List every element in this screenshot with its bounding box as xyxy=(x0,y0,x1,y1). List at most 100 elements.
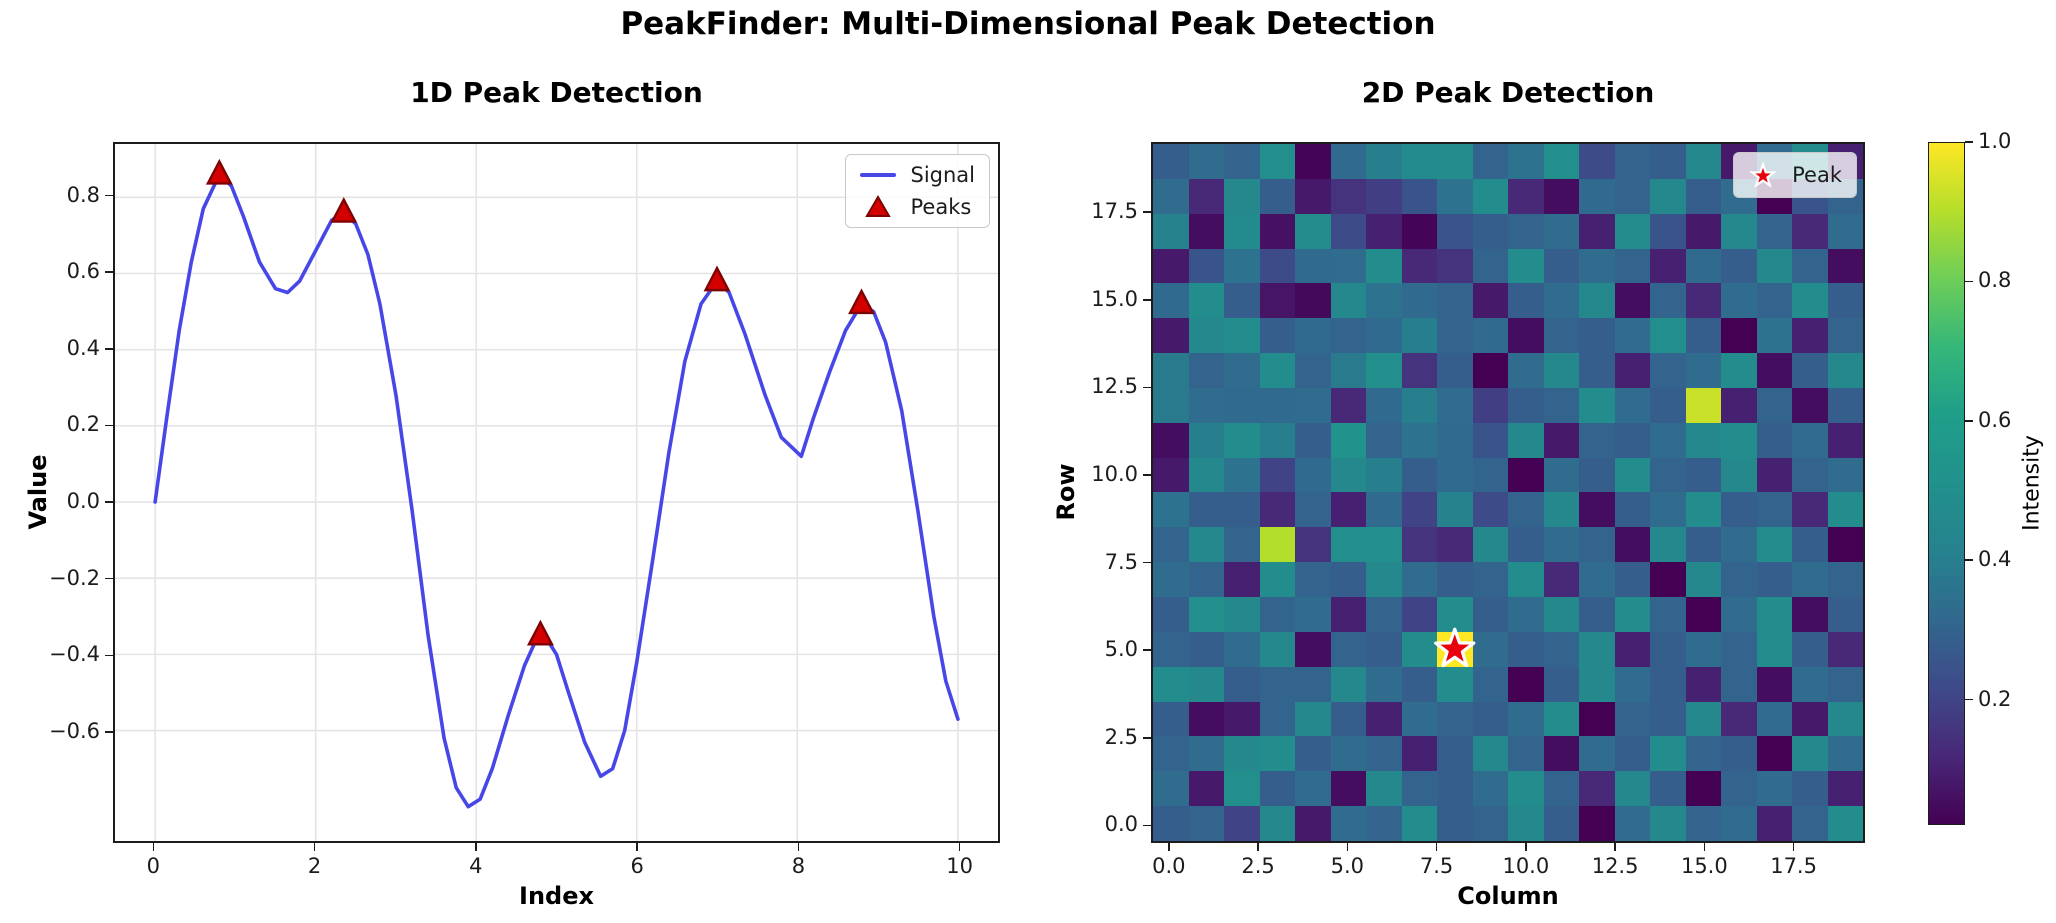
heatmap-cell xyxy=(1508,806,1544,841)
heatmap-cell xyxy=(1401,806,1437,841)
legend-label-signal: Signal xyxy=(910,163,975,187)
heatmap-cell xyxy=(1472,318,1508,354)
heatmap-cell xyxy=(1543,492,1579,528)
heatmap-cell xyxy=(1295,562,1331,598)
heatmap-cell xyxy=(1721,597,1757,632)
heatmap-cell xyxy=(1792,736,1828,772)
y-tick-label: 7.5 xyxy=(1104,549,1138,574)
heatmap-cell xyxy=(1153,457,1189,493)
heatmap-cell xyxy=(1756,701,1792,737)
heatmap-cell xyxy=(1259,457,1295,493)
y-tick-mark xyxy=(1143,298,1151,301)
heatmap-cell xyxy=(1614,213,1650,249)
heatmap-cell xyxy=(1437,666,1473,702)
heatmap-cell xyxy=(1437,597,1473,632)
y-tick-label: 15.0 xyxy=(1091,286,1138,311)
heatmap-cell xyxy=(1685,701,1721,737)
heatmap-cell xyxy=(1295,144,1331,179)
heatmap-cell xyxy=(1508,597,1544,632)
colorbar-tick-label: 1.0 xyxy=(1978,129,2012,153)
heatmap-cell xyxy=(1543,213,1579,249)
heatmap-cell xyxy=(1437,178,1473,214)
y-tick-mark xyxy=(105,348,113,350)
heatmap-cell xyxy=(1614,178,1650,214)
colorbar-tick-label: 0.6 xyxy=(1978,407,2012,432)
heatmap-cell xyxy=(1650,387,1686,423)
heatmap-cell xyxy=(1685,422,1721,458)
heatmap-cell xyxy=(1437,422,1473,458)
heatmap-cell xyxy=(1579,248,1615,284)
heatmap-cell xyxy=(1472,631,1508,667)
legend-label-peaks: Peaks xyxy=(910,195,972,219)
heatmap-cell xyxy=(1330,492,1366,528)
y-tick-label: 2.5 xyxy=(1104,724,1138,749)
heatmap-cell xyxy=(1295,353,1331,388)
heatmap-cell xyxy=(1685,144,1721,179)
heatmap-legend: Peak xyxy=(1733,152,1857,198)
heatmap-cell xyxy=(1224,771,1260,807)
y-tick-mark xyxy=(1143,649,1151,652)
heatmap-cell xyxy=(1224,457,1260,493)
heatmap-cell xyxy=(1792,492,1828,528)
heatmap-cell xyxy=(1792,457,1828,493)
heatmap-cell xyxy=(1827,283,1863,319)
y-tick-label: 0.8 xyxy=(66,182,100,207)
x-tick-label: 10 xyxy=(946,854,974,878)
heatmap-cell xyxy=(1508,248,1544,284)
heatmap-cell xyxy=(1756,457,1792,493)
heatmap-cell xyxy=(1437,248,1473,284)
heatmap-cell xyxy=(1685,353,1721,388)
heatmap-cell xyxy=(1472,492,1508,528)
heatmap-cell xyxy=(1188,178,1224,214)
heatmap-cell xyxy=(1543,422,1579,458)
heatmap-cell xyxy=(1614,597,1650,632)
heatmap-cell xyxy=(1366,387,1402,423)
heatmap-cell xyxy=(1224,492,1260,528)
heatmap-cell xyxy=(1508,213,1544,249)
x-tick-mark xyxy=(1435,843,1438,851)
x-tick-label: 15.0 xyxy=(1680,854,1728,878)
x-tick-mark xyxy=(1525,843,1527,851)
heatmap-cell xyxy=(1721,248,1757,284)
heatmap-cell xyxy=(1330,283,1366,319)
heatmap-cell xyxy=(1543,318,1579,354)
heatmap-cell xyxy=(1472,422,1508,458)
x-tick-label: 8 xyxy=(791,854,806,878)
heatmap-cell xyxy=(1614,736,1650,772)
heatmap-cell xyxy=(1614,318,1650,354)
x-tick-label: 5.0 xyxy=(1330,854,1365,878)
heatmap-cell xyxy=(1330,353,1366,388)
y-tick-mark xyxy=(105,424,113,427)
heatmap-cell xyxy=(1153,213,1189,249)
heatmap-cell xyxy=(1792,562,1828,598)
heatmap-cell xyxy=(1721,562,1757,598)
heatmap-cell xyxy=(1401,492,1437,528)
y-tick-label: 0.0 xyxy=(1104,812,1138,837)
heatmap-cell xyxy=(1188,283,1224,319)
heatmap-cell xyxy=(1401,318,1437,354)
heatmap-cell xyxy=(1543,701,1579,737)
heatmap-cell xyxy=(1721,318,1757,354)
heatmap-cell xyxy=(1259,771,1295,807)
heatmap-cell xyxy=(1614,527,1650,563)
peak-marker xyxy=(526,619,554,646)
x-tick-label: 0 xyxy=(146,854,160,878)
colorbar-tick-mark xyxy=(1965,419,1973,422)
y-tick-label: 12.5 xyxy=(1091,374,1138,399)
heatmap-cell xyxy=(1188,318,1224,354)
x-tick-mark xyxy=(152,843,155,851)
heatmap-cell xyxy=(1295,213,1331,249)
heatmap-cell xyxy=(1579,666,1615,702)
heatmap-cell xyxy=(1472,527,1508,563)
heatmap-cell xyxy=(1579,457,1615,493)
y-tick-mark xyxy=(105,731,113,733)
heatmap-cell xyxy=(1579,178,1615,214)
heatmap-cell xyxy=(1827,318,1863,354)
peak-star-marker xyxy=(1434,627,1476,668)
heatmap-cell xyxy=(1330,318,1366,354)
x-tick-mark xyxy=(797,843,800,851)
heatmap-cell xyxy=(1259,597,1295,632)
heatmap-cell xyxy=(1153,806,1189,841)
heatmap-cell xyxy=(1153,353,1189,388)
y-tick-label: 0.2 xyxy=(66,412,100,437)
